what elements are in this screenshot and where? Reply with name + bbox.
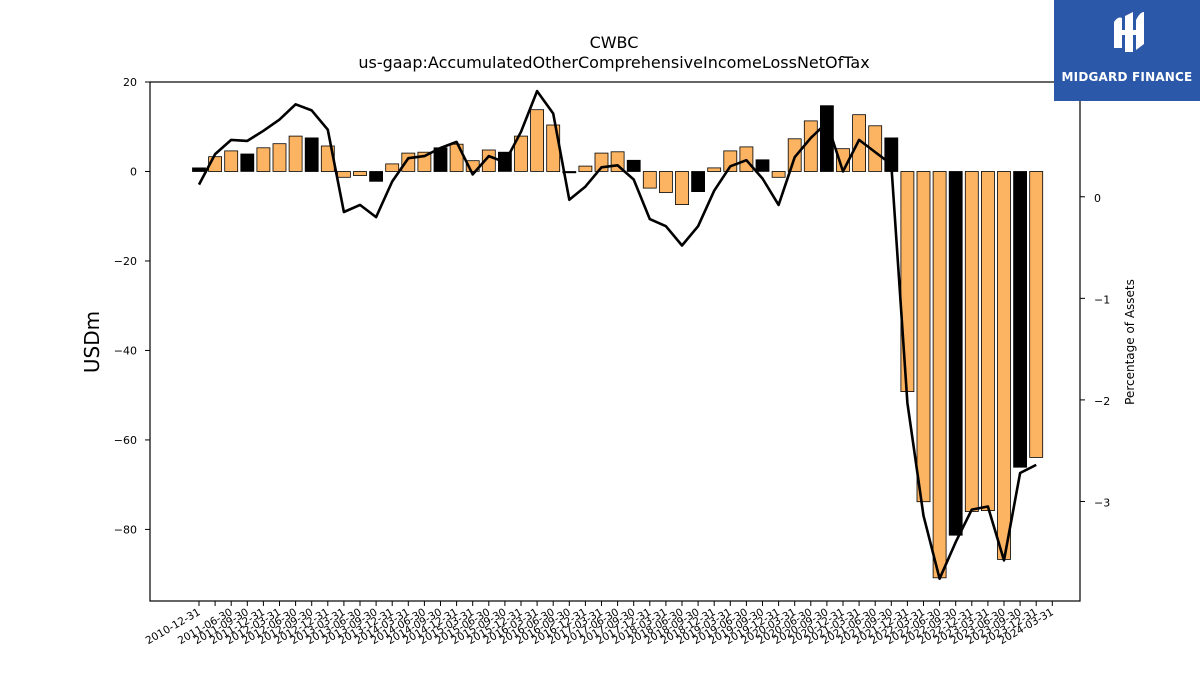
bar-2015-12-31 — [514, 135, 528, 172]
y-tick-label-left: 20 — [123, 76, 137, 89]
chart-title: CWBC — [590, 33, 639, 52]
bar-2011-09-30 — [240, 153, 255, 172]
bar-2021-03-31 — [852, 114, 866, 172]
bar-2018-03-31 — [659, 171, 673, 193]
axes-layer: 200−20−40−60−8010−1−2−32010-12-312011-06… — [114, 76, 1110, 647]
y-tick-label-right: −2 — [1094, 395, 1110, 408]
y-tick-label-right: −1 — [1094, 293, 1110, 306]
bars-layer — [192, 105, 1044, 579]
bar-2011-06-30 — [224, 150, 239, 172]
y-axis-label-left: USDm — [80, 311, 104, 373]
bar-2013-12-31 — [385, 163, 400, 172]
bar-2022-09-30 — [948, 171, 963, 536]
y-tick-label-left: −40 — [114, 344, 137, 357]
plot-frame — [149, 81, 1081, 602]
y-tick-label-left: 0 — [130, 165, 137, 178]
y-tick-label-right: 0 — [1094, 192, 1101, 205]
bar-2023-09-30 — [1013, 171, 1027, 468]
brand-logo: MIDGARD FINANCE — [1054, 0, 1200, 101]
bar-2022-06-30 — [932, 171, 947, 579]
bar-2023-12-31 — [1029, 171, 1044, 458]
bar-2012-06-30 — [288, 135, 303, 172]
bar-2016-03-31 — [530, 109, 544, 172]
y-axis-label-right: Percentage of Assets — [1123, 279, 1137, 405]
bar-2013-03-31 — [336, 171, 351, 178]
bar-2018-06-30 — [675, 171, 689, 205]
bar-2019-09-30 — [755, 159, 770, 172]
bar-2013-06-30 — [353, 171, 367, 176]
bar-2014-03-31 — [401, 152, 416, 172]
bar-2021-12-31 — [900, 171, 915, 393]
bar-2012-09-30 — [304, 137, 319, 172]
bar-2020-03-31 — [787, 138, 802, 172]
bar-2017-09-30 — [626, 159, 641, 172]
y-tick-label-right: −3 — [1094, 496, 1110, 509]
bar-2015-06-30 — [481, 149, 496, 172]
bar-2023-06-30 — [997, 171, 1011, 560]
chart-subtitle: us-gaap:AccumulatedOtherComprehensiveInc… — [358, 53, 869, 72]
bar-2022-03-31 — [916, 171, 931, 503]
bar-2018-09-30 — [691, 171, 705, 193]
bar-2019-12-31 — [771, 171, 786, 178]
line-layer — [197, 89, 1037, 581]
bar-2013-09-30 — [369, 171, 384, 182]
logo-mark-icon — [1114, 12, 1144, 52]
bar-2018-12-31 — [707, 167, 722, 172]
bar-2016-09-30 — [562, 171, 577, 174]
bar-2023-03-31 — [981, 171, 995, 512]
bar-2011-12-31 — [256, 147, 271, 172]
bar-2020-06-30 — [803, 120, 818, 172]
bar-2022-12-31 — [964, 171, 979, 512]
brand-name: MIDGARD FINANCE — [1061, 70, 1193, 84]
y-tick-label-left: −80 — [114, 523, 137, 536]
y-tick-label-left: −20 — [114, 255, 137, 268]
y-tick-label-left: −60 — [114, 434, 137, 447]
bar-2012-03-31 — [272, 143, 287, 172]
series-line-percentage-of-assets — [197, 89, 1037, 581]
bar-2017-12-31 — [642, 171, 657, 189]
bar-2016-12-31 — [578, 165, 593, 172]
bar-2010-12-31 — [192, 167, 206, 172]
